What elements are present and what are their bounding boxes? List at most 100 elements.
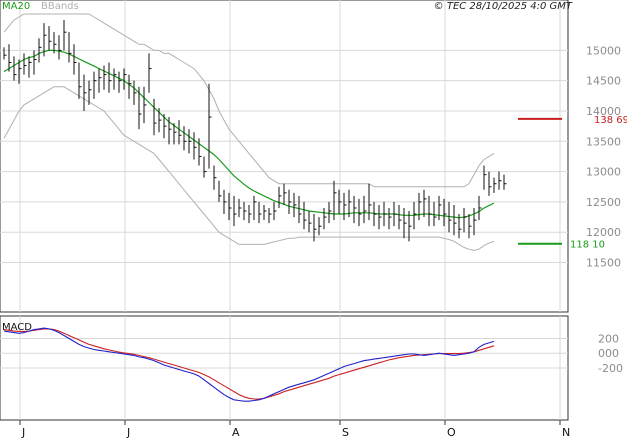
macd-panel: 200 000 -200 MACD: [0, 315, 623, 421]
ohlc-bar: [23, 53, 27, 75]
ohlc-bar: [403, 207, 407, 239]
macd-line: [3, 327, 495, 402]
ohlc-bar: [223, 189, 227, 215]
ohlc-bar: [333, 180, 337, 221]
ohlc-bar: [118, 71, 122, 93]
ohlc-bar: [318, 217, 322, 236]
ohlc-bar: [48, 26, 52, 51]
ohlc-bar: [133, 80, 137, 105]
ohlc-bars: [3, 20, 507, 242]
ohlc-bar: [123, 68, 127, 90]
ohlc-bar: [273, 201, 277, 221]
ohlc-bar: [453, 204, 457, 236]
price-tick-label: 13000: [586, 166, 621, 179]
price-tick-label: 12500: [586, 196, 621, 209]
ohlc-bar: [208, 83, 212, 169]
bb-lower-line: [3, 86, 495, 251]
support-label: 118 10: [570, 240, 605, 251]
ohlc-bar: [33, 50, 37, 75]
ohlc-bar: [373, 201, 377, 227]
bb-upper-line: [3, 13, 495, 188]
ohlc-bar: [13, 56, 17, 81]
ma20-line: [3, 49, 495, 219]
ohlc-bar: [103, 65, 107, 90]
ohlc-bar: [28, 56, 32, 78]
price-tick-label: 14500: [586, 75, 621, 88]
month-label: J: [126, 426, 130, 439]
ohlc-bar: [308, 211, 312, 233]
resistance-label: 138 69: [594, 115, 627, 126]
ohlc-bar: [398, 204, 402, 230]
ohlc-bar: [218, 180, 222, 202]
ohlc-bar: [183, 126, 187, 151]
ohlc-bar: [98, 68, 102, 93]
ohlc-bar: [463, 207, 467, 233]
price-panel-frame: [0, 0, 569, 313]
ohlc-bar: [413, 201, 417, 230]
ohlc-bar: [83, 74, 87, 111]
ohlc-bar: [493, 177, 497, 193]
macd-tick-label: 000: [598, 347, 619, 360]
ohlc-bar: [108, 62, 112, 93]
ohlc-bar: [3, 47, 7, 60]
ohlc-bar: [173, 123, 177, 145]
ohlc-bar: [58, 35, 62, 60]
ohlc-bar: [458, 214, 462, 239]
price-tick-label: 14000: [586, 105, 621, 118]
ohlc-bar: [168, 117, 172, 145]
macd-signal-line: [3, 328, 495, 400]
macd-lines: [3, 327, 495, 402]
ohlc-bar: [178, 120, 182, 145]
macd-axis: 200 000 -200: [598, 332, 623, 375]
month-label: O: [447, 426, 456, 439]
ohlc-bar: [263, 204, 267, 221]
ohlc-bar: [363, 195, 367, 224]
price-tick-label: 12000: [586, 226, 621, 239]
legend-bbands: BBands: [41, 1, 79, 12]
ohlc-bar: [128, 74, 132, 99]
ohlc-bar: [278, 186, 282, 208]
ohlc-bar: [408, 211, 412, 242]
ohlc-bar: [368, 183, 372, 221]
ohlc-bar: [473, 207, 477, 236]
ohlc-bar: [388, 207, 392, 230]
macd-tick-label: 200: [598, 332, 619, 345]
price-tick-label: 11500: [586, 257, 621, 270]
ohlc-bar: [248, 204, 252, 224]
ohlc-bar: [338, 189, 342, 215]
ohlc-bar: [268, 207, 272, 224]
ohlc-bar: [298, 195, 302, 224]
ohlc-bar: [353, 195, 357, 224]
ohlc-bar: [43, 23, 47, 57]
ohlc-bar: [238, 198, 242, 218]
ohlc-bar: [423, 189, 427, 218]
bollinger-bands: [3, 13, 495, 251]
macd-gridlines: [0, 337, 568, 369]
ohlc-bar: [343, 192, 347, 221]
ohlc-bar: [198, 138, 202, 166]
ohlc-bar: [393, 201, 397, 227]
ohlc-bar: [283, 183, 287, 205]
ohlc-bar: [243, 201, 247, 221]
ohlc-bar: [443, 198, 447, 227]
ohlc-bar: [258, 201, 262, 224]
month-label: A: [232, 426, 240, 439]
month-label: N: [562, 426, 570, 439]
ohlc-bar: [448, 201, 452, 233]
ohlc-bar: [73, 44, 77, 75]
ohlc-bar: [328, 201, 332, 224]
ohlc-bar: [88, 80, 92, 105]
ohlc-bar: [323, 207, 327, 230]
ohlc-bar: [213, 165, 217, 190]
ohlc-bar: [8, 44, 12, 72]
ohlc-bar: [488, 171, 492, 196]
macd-tick-label: -200: [598, 362, 623, 375]
ohlc-bar: [378, 204, 382, 230]
ohlc-bar: [303, 201, 307, 230]
ohlc-bar: [153, 98, 157, 136]
ohlc-bar: [68, 32, 72, 63]
ohlc-bar: [143, 86, 147, 124]
price-axis: 11500 12000 12500 13000 13500 14000 14500 15000: [586, 44, 621, 269]
copyright-label: © TEC 28/10/2025 4:0 GMT: [434, 1, 573, 12]
price-tick-label: 13500: [586, 135, 621, 148]
